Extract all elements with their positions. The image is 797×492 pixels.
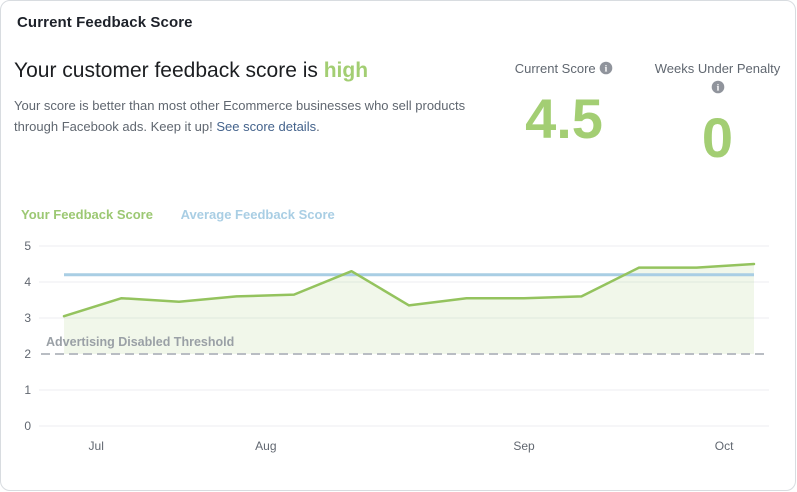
metric-current-score-label-row: Current Score i xyxy=(498,60,630,79)
chart-legend: Your Feedback Score Average Feedback Sco… xyxy=(21,207,359,222)
your-score-line xyxy=(62,262,756,318)
x-axis-tick-label: Jul xyxy=(89,439,104,453)
y-axis-tick-label: 0 xyxy=(24,419,31,433)
y-axis-tick-label: 1 xyxy=(24,383,31,397)
svg-text:i: i xyxy=(605,64,608,75)
y-axis-tick-label: 2 xyxy=(24,347,31,361)
description-period: . xyxy=(316,118,320,134)
legend-item-average-feedback-score[interactable]: Average Feedback Score xyxy=(180,207,335,222)
metric-weeks-under-penalty: Weeks Under Penalty i 0 xyxy=(645,60,790,166)
description-body: Your score is better than most other Eco… xyxy=(14,98,466,134)
feedback-score-chart: 0 1 2 3 4 5 Advertising Disabled Threshold Jul A… xyxy=(1,231,795,471)
threshold-label: Advertising Disabled Threshold xyxy=(46,335,234,349)
y-axis-tick-label: 4 xyxy=(24,275,31,289)
headline-text: Your customer feedback score is xyxy=(14,59,324,82)
see-score-details-link[interactable]: See score details xyxy=(216,118,317,134)
x-axis-tick-label: Sep xyxy=(513,439,535,453)
description-text: Your score is better than most other Eco… xyxy=(14,96,474,137)
info-icon[interactable]: i xyxy=(599,61,613,75)
score-area-fill xyxy=(64,264,754,354)
y-axis-tick-label: 3 xyxy=(24,311,31,325)
x-axis-tick-label: Oct xyxy=(715,439,734,453)
info-icon[interactable]: i xyxy=(711,80,725,94)
chart-canvas: 0 1 2 3 4 5 Advertising Disabled Threshold Jul A… xyxy=(24,239,769,453)
current-score-value: 4.5 xyxy=(525,86,603,150)
weeks-under-penalty-value: 0 xyxy=(701,105,734,169)
metric-label: Weeks Under Penalty xyxy=(654,61,781,76)
headline-status: high xyxy=(323,59,369,82)
legend-item-your-feedback-score[interactable]: Your Feedback Score xyxy=(21,207,153,222)
headline: Your customer feedback score is high xyxy=(14,59,368,83)
svg-text:i: i xyxy=(716,82,719,93)
y-axis-tick-label: 5 xyxy=(24,239,31,253)
x-axis-tick-label: Aug xyxy=(255,439,276,453)
metric-current-score: Current Score i 4.5 xyxy=(498,60,630,147)
metric-label: Current Score xyxy=(514,61,596,76)
page-title: Current Feedback Score xyxy=(17,14,193,31)
metric-weeks-label-row: Weeks Under Penalty i xyxy=(645,60,790,98)
